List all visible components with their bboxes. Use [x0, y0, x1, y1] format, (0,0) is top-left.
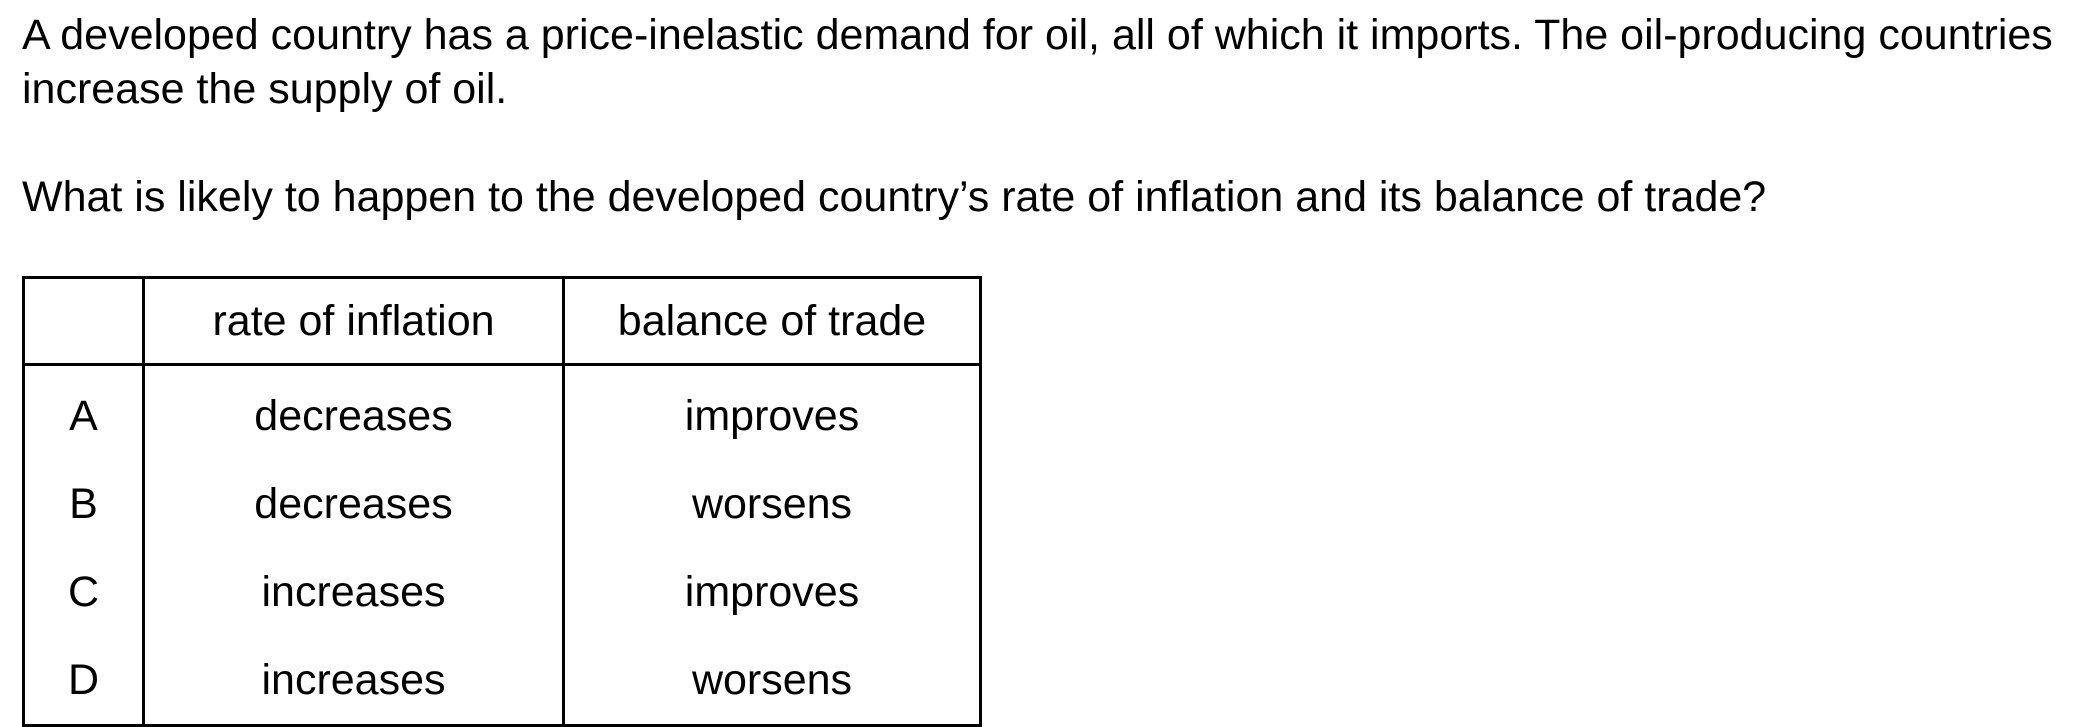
- question: A developed country has a price-inelasti…: [22, 8, 2062, 221]
- option-row-a[interactable]: A decreases improves: [22, 364, 982, 460]
- option-row-c[interactable]: C increases improves: [22, 548, 982, 636]
- header-balance-of-trade: balance of trade: [562, 276, 982, 366]
- answer-options-table: rate of inflation balance of trade A dec…: [22, 276, 982, 727]
- header-rate-of-inflation: rate of inflation: [142, 276, 565, 366]
- option-trade: worsens: [562, 460, 982, 548]
- option-trade: worsens: [562, 636, 982, 727]
- option-trade: improves: [562, 364, 982, 460]
- question-prompt: What is likely to happen to the develope…: [22, 173, 1767, 221]
- option-key: B: [22, 460, 145, 548]
- option-inflation: increases: [142, 548, 565, 636]
- option-trade: improves: [562, 548, 982, 636]
- option-row-b[interactable]: B decreases worsens: [22, 460, 982, 548]
- question-stem: A developed country has a price-inelasti…: [22, 11, 2053, 113]
- option-key: D: [22, 636, 145, 727]
- option-row-d[interactable]: D increases worsens: [22, 636, 982, 727]
- option-inflation: decreases: [142, 460, 565, 548]
- option-inflation: decreases: [142, 364, 565, 460]
- option-inflation: increases: [142, 636, 565, 727]
- header-key: [22, 276, 145, 366]
- table-header-row: rate of inflation balance of trade: [22, 276, 982, 366]
- option-key: A: [22, 364, 145, 460]
- option-key: C: [22, 548, 145, 636]
